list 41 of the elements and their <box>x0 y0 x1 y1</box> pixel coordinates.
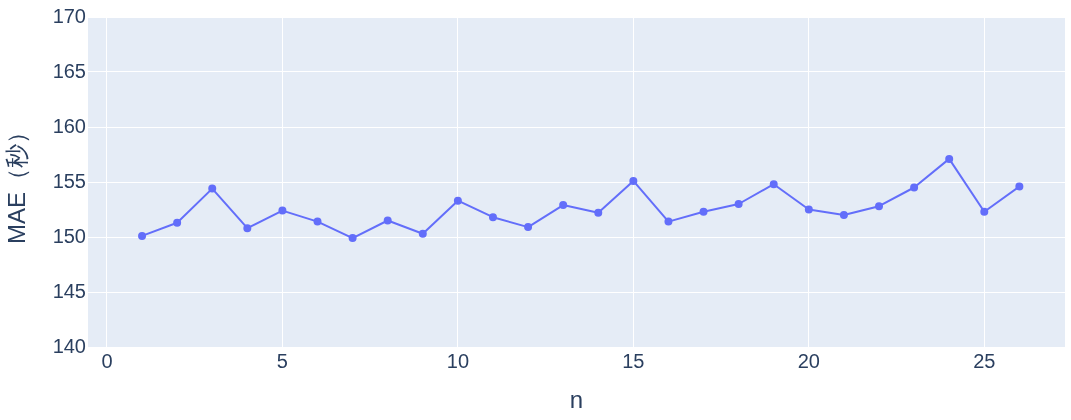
point <box>664 217 673 226</box>
point <box>980 207 989 216</box>
point <box>383 216 392 225</box>
point <box>839 211 848 219</box>
point <box>243 224 252 233</box>
point <box>313 217 322 226</box>
point <box>769 180 778 189</box>
point <box>173 218 182 227</box>
y-tick-label: 140 <box>52 334 86 357</box>
point <box>138 231 147 240</box>
y-tick-label: 160 <box>52 114 86 137</box>
point <box>348 234 357 243</box>
point <box>559 201 568 210</box>
x-tick-label: 5 <box>276 349 288 372</box>
x-axis-title: n <box>569 386 584 414</box>
point <box>910 183 919 192</box>
x-tick-label: 25 <box>973 349 996 372</box>
point <box>1015 182 1024 191</box>
point <box>488 213 497 222</box>
point <box>278 206 287 215</box>
y-tick-label: 145 <box>52 279 86 302</box>
x-tick-label: 0 <box>101 349 113 372</box>
point <box>699 207 708 216</box>
y-tick-label: 165 <box>52 59 86 82</box>
point <box>524 223 533 232</box>
y-tick-label: 155 <box>52 169 86 192</box>
y-tick-label: 150 <box>52 224 86 247</box>
point <box>594 208 603 217</box>
y-tick-label: 170 <box>52 4 86 27</box>
point <box>945 154 954 163</box>
y-axis-title: MAE（秒） <box>3 119 31 245</box>
point <box>629 176 638 185</box>
point <box>418 229 427 238</box>
x-tick-label: 15 <box>622 349 645 372</box>
point <box>208 184 217 193</box>
x-tick-label: 10 <box>446 349 470 372</box>
x-tick-label: 20 <box>797 349 820 372</box>
point <box>804 205 813 214</box>
point <box>453 196 462 205</box>
point <box>734 200 743 208</box>
point <box>875 202 884 211</box>
